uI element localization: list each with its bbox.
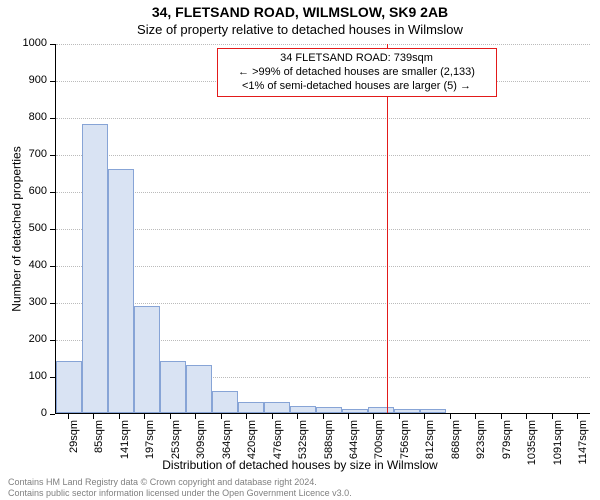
bar <box>420 409 446 413</box>
annotation-line3: <1% of semi-detached houses are larger (… <box>224 80 490 94</box>
bar <box>108 169 134 413</box>
bar <box>56 361 82 413</box>
x-tick-mark <box>68 414 69 419</box>
bar <box>316 407 342 413</box>
x-tick-mark <box>221 414 222 419</box>
x-tick-mark <box>195 414 196 419</box>
x-ticks: 29sqm 85sqm 141sqm 197sqm 253sqm 309sqm 364sqm… <box>55 414 590 464</box>
x-tick-mark <box>399 414 400 419</box>
x-tick-mark <box>450 414 451 419</box>
y-tick-label: 600 <box>0 185 47 197</box>
y-tick-mark <box>50 229 55 230</box>
y-tick-label: 100 <box>0 370 47 382</box>
bar <box>290 406 316 413</box>
y-tick-label: 1000 <box>0 37 47 49</box>
chart-root: 34, FLETSAND ROAD, WILMSLOW, SK9 2AB Siz… <box>0 0 600 500</box>
x-tick-label: 979sqm <box>501 420 513 459</box>
x-tick-mark <box>246 414 247 419</box>
x-tick-mark <box>424 414 425 419</box>
x-tick-mark <box>323 414 324 419</box>
x-tick-label: 197sqm <box>144 420 156 459</box>
x-tick-mark <box>373 414 374 419</box>
x-tick-mark <box>552 414 553 419</box>
y-tick-label: 0 <box>0 407 47 419</box>
x-tick-label: 141sqm <box>119 420 131 459</box>
x-tick-label: 364sqm <box>221 420 233 459</box>
y-tick-label: 700 <box>0 148 47 160</box>
bar <box>394 409 420 413</box>
x-tick-label: 700sqm <box>373 420 385 459</box>
x-tick-label: 253sqm <box>170 420 182 459</box>
y-tick-mark <box>50 303 55 304</box>
x-tick-label: 420sqm <box>246 420 258 459</box>
x-tick-mark <box>93 414 94 419</box>
x-tick-mark <box>501 414 502 419</box>
bars-container <box>56 44 590 413</box>
x-tick-label: 588sqm <box>323 420 335 459</box>
x-tick-mark <box>577 414 578 419</box>
x-tick-label: 532sqm <box>297 420 309 459</box>
x-tick-mark <box>170 414 171 419</box>
y-tick-label: 500 <box>0 222 47 234</box>
bar <box>264 402 290 413</box>
x-tick-label: 476sqm <box>272 420 284 459</box>
bar <box>186 365 212 413</box>
bar <box>238 402 264 413</box>
y-tick-mark <box>50 192 55 193</box>
x-tick-mark <box>348 414 349 419</box>
y-tick-mark <box>50 340 55 341</box>
x-axis-title: Distribution of detached houses by size … <box>0 458 600 472</box>
x-tick-label: 85sqm <box>93 420 105 453</box>
y-tick-label: 300 <box>0 296 47 308</box>
y-tick-mark <box>50 118 55 119</box>
y-tick-label: 400 <box>0 259 47 271</box>
footer: Contains HM Land Registry data © Crown c… <box>8 477 352 498</box>
bar <box>368 407 394 413</box>
y-tick-mark <box>50 44 55 45</box>
bar <box>342 409 368 413</box>
annotation-line1: 34 FLETSAND ROAD: 739sqm <box>224 52 490 66</box>
x-tick-mark <box>475 414 476 419</box>
y-tick-label: 800 <box>0 111 47 123</box>
y-tick-label: 900 <box>0 74 47 86</box>
bar <box>160 361 186 413</box>
x-tick-label: 309sqm <box>195 420 207 459</box>
y-tick-label: 200 <box>0 333 47 345</box>
x-tick-label: 812sqm <box>424 420 436 459</box>
bar <box>212 391 238 413</box>
y-tick-mark <box>50 377 55 378</box>
y-tick-mark <box>50 266 55 267</box>
x-tick-label: 868sqm <box>450 420 462 459</box>
annotation-box: 34 FLETSAND ROAD: 739sqm ← >99% of detac… <box>217 48 497 97</box>
bar <box>82 124 108 413</box>
x-tick-mark <box>144 414 145 419</box>
footer-line2: Contains public sector information licen… <box>8 488 352 498</box>
x-tick-mark <box>297 414 298 419</box>
marker-vline <box>387 44 388 413</box>
plot-area: 34 FLETSAND ROAD: 739sqm ← >99% of detac… <box>55 44 590 414</box>
x-tick-label: 644sqm <box>348 420 360 459</box>
x-tick-mark <box>119 414 120 419</box>
title-main: 34, FLETSAND ROAD, WILMSLOW, SK9 2AB <box>0 4 600 20</box>
x-tick-mark <box>272 414 273 419</box>
x-tick-mark <box>526 414 527 419</box>
bar <box>134 306 160 413</box>
title-sub: Size of property relative to detached ho… <box>0 22 600 37</box>
footer-line1: Contains HM Land Registry data © Crown c… <box>8 477 352 487</box>
y-tick-mark <box>50 81 55 82</box>
x-tick-label: 923sqm <box>475 420 487 459</box>
y-tick-mark <box>50 155 55 156</box>
x-tick-label: 756sqm <box>399 420 411 459</box>
x-tick-label: 29sqm <box>68 420 80 453</box>
annotation-line2: ← >99% of detached houses are smaller (2… <box>224 66 490 80</box>
